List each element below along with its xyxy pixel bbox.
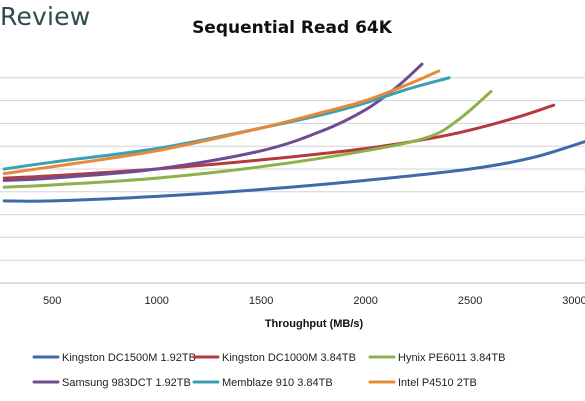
x-axis-label: Throughput (MB/s) bbox=[265, 318, 364, 330]
series-lines bbox=[2, 62, 585, 203]
series-line-3 bbox=[2, 90, 493, 189]
x-axis-ticks: 500 1000 1500 2000 2500 3000 bbox=[43, 295, 585, 307]
legend-label: Kingston DC1500M 1.92TB bbox=[62, 352, 196, 364]
legend: Kingston DC1500M 1.92TB Kingston DC1000M … bbox=[32, 352, 505, 389]
series-line-1 bbox=[2, 140, 585, 203]
x-tick-label: 500 bbox=[43, 295, 61, 307]
series-line-6 bbox=[2, 69, 441, 176]
x-tick-label: 2000 bbox=[353, 295, 377, 307]
x-tick-label: 1500 bbox=[249, 295, 273, 307]
gridlines bbox=[0, 77, 585, 284]
legend-label: Hynix PE6011 3.84TB bbox=[398, 352, 505, 364]
x-tick-label: 2500 bbox=[458, 295, 482, 307]
legend-label: Kingston DC1000M 3.84TB bbox=[222, 352, 356, 364]
x-tick-label: 1000 bbox=[144, 295, 168, 307]
x-tick-label: 3000 bbox=[562, 295, 585, 307]
review-logo-text: Review bbox=[0, 2, 91, 31]
legend-label: Memblaze 910 3.84TB bbox=[222, 377, 333, 389]
legend-label: Samsung 983DCT 1.92TB bbox=[62, 377, 191, 389]
chart-title: Sequential Read 64K bbox=[192, 18, 393, 38]
legend-label: Intel P4510 2TB bbox=[398, 377, 477, 389]
series-line-2 bbox=[2, 103, 556, 180]
